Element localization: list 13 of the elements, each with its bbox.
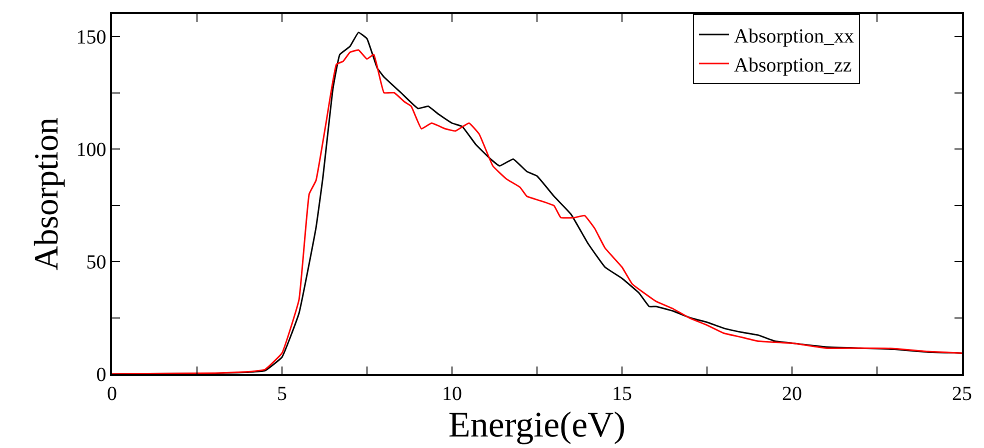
legend-label: Absorption_zz	[734, 54, 852, 76]
x-tick-label: 5	[277, 382, 287, 405]
x-tick-label: 20	[782, 382, 802, 405]
y-tick-label: 150	[76, 26, 106, 48]
x-axis-title: Energie(eV)	[448, 404, 626, 445]
y-tick-label: 50	[86, 252, 106, 274]
y-tick-label: 0	[96, 364, 106, 386]
y-axis-title: Absorption	[28, 118, 66, 270]
x-tick-label: 25	[952, 382, 972, 405]
legend-label: Absorption_xx	[734, 25, 854, 48]
x-tick-label: 15	[612, 382, 632, 405]
x-tick-label: 10	[442, 382, 462, 405]
y-tick-label: 100	[76, 139, 106, 161]
